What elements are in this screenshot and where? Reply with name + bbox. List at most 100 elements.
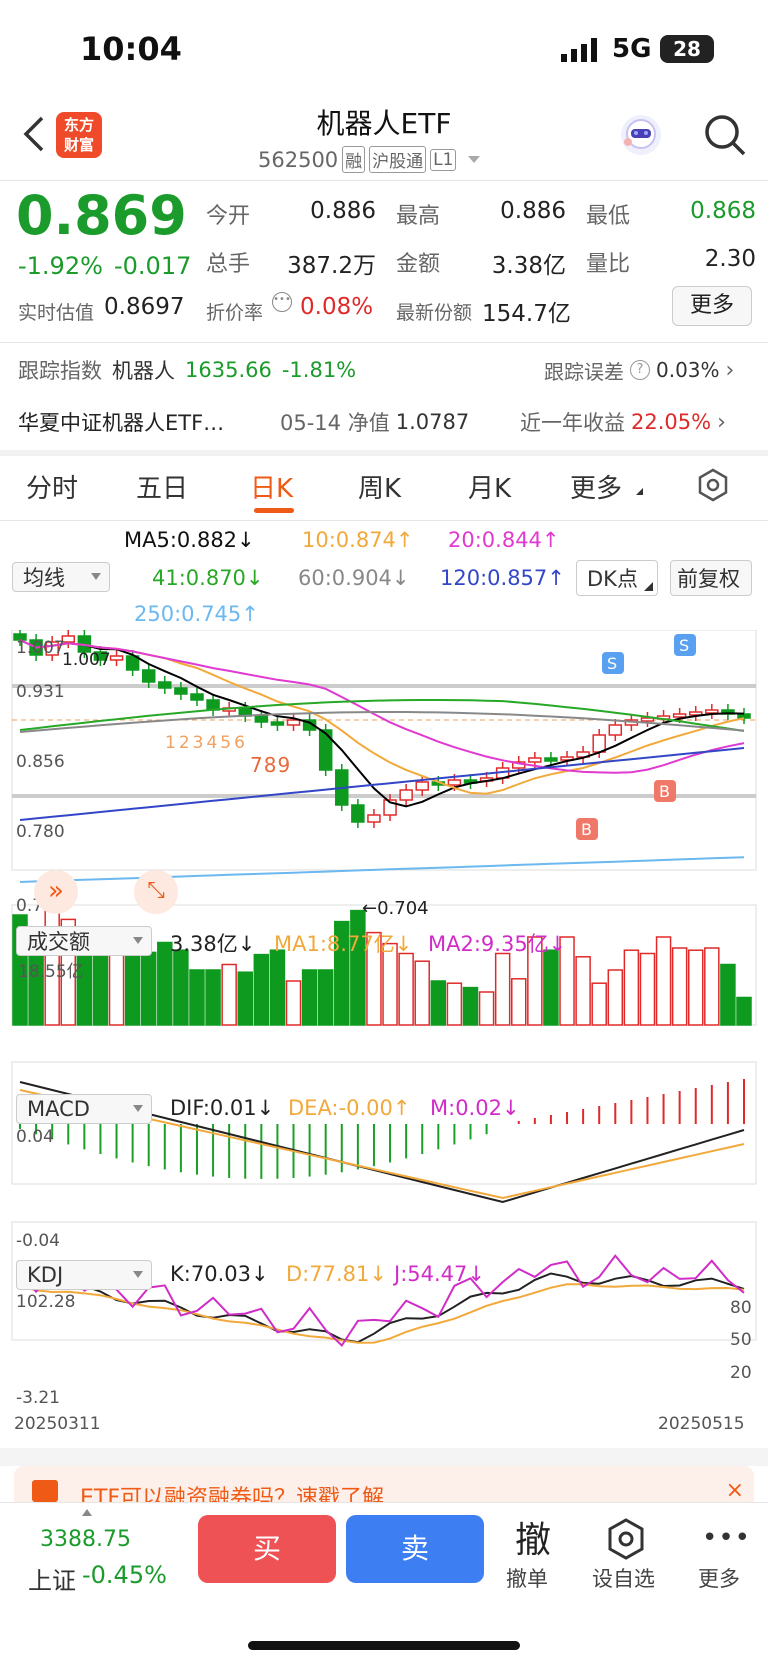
more-button[interactable]: 更多 (672, 286, 752, 326)
ma20-value: 20:0.844↑ (448, 528, 560, 552)
kdj-d-line (19, 1283, 745, 1344)
cancel-order-label[interactable]: 撤单 (506, 1567, 548, 1591)
candle-body (254, 715, 269, 723)
kdj-k: K:70.03↓ (170, 1262, 269, 1286)
sell-button[interactable]: 卖 (346, 1515, 484, 1583)
buy-button[interactable]: 买 (198, 1515, 336, 1583)
fund-return-row[interactable]: 近一年收益 22.05% › (520, 404, 726, 440)
candle-body (190, 693, 204, 701)
cancel-order-icon[interactable]: 撤 (514, 1520, 551, 1561)
candle-body (93, 651, 108, 661)
volume-select[interactable]: 成交额 (16, 926, 152, 956)
sell-signal-marker (674, 634, 696, 656)
sell-signal-label: S (679, 636, 689, 655)
volume-bar (720, 963, 736, 1026)
volume-bar (655, 936, 672, 1026)
more-label[interactable]: 更多 (698, 1567, 740, 1591)
candle-body (318, 729, 333, 771)
ma-select[interactable]: 均线 (12, 562, 110, 592)
buy-signal-marker (654, 780, 676, 802)
volume-bar (366, 931, 382, 1026)
tab-daily-k[interactable]: 日K (250, 474, 294, 504)
dk-point-button[interactable]: DK点 (576, 560, 658, 596)
tab-more[interactable]: 更多 (570, 474, 623, 504)
ma41-line (19, 699, 745, 732)
premium-value: 0.08% (300, 294, 374, 320)
candle-body (415, 781, 429, 791)
index-value[interactable]: 3388.75 (40, 1527, 131, 1552)
chevron-right-icon: › (725, 357, 735, 383)
home-indicator (248, 1641, 520, 1650)
add-watchlist-icon[interactable] (604, 1517, 648, 1561)
price-panel-frame (11, 630, 757, 871)
price-high-mark: 1.007 (62, 650, 111, 670)
volume-bar (478, 991, 495, 1026)
macd-panel-frame (11, 1061, 757, 1185)
tab-five-day[interactable]: 五日 (136, 474, 189, 504)
price-axis-1: 1.007 (16, 638, 65, 658)
tab-weekly-k[interactable]: 周K (358, 474, 402, 504)
volume-bar (157, 941, 173, 1026)
macd-select[interactable]: MACD (16, 1094, 152, 1124)
current-price: 0.869 (16, 184, 187, 247)
chevron-down-icon[interactable] (468, 156, 481, 163)
macd-axis-top: 0.04 (16, 1127, 54, 1147)
volume-bar (671, 947, 688, 1026)
expand-chevrons-icon[interactable]: » (34, 870, 78, 914)
volume-bar (527, 936, 543, 1026)
volume-bar (430, 980, 447, 1026)
volume-bar (559, 936, 575, 1026)
back-icon[interactable] (18, 112, 48, 156)
stock-code: 562500 (258, 147, 339, 172)
chevron-right-icon: › (717, 409, 726, 435)
price-axis-2: 0.931 (16, 682, 65, 702)
search-icon[interactable] (702, 112, 748, 158)
volume-bar (623, 949, 640, 1026)
status-time: 10:04 (80, 30, 182, 68)
volume-bar (704, 947, 720, 1026)
volume-bar (511, 978, 527, 1026)
tab-intraday[interactable]: 分时 (26, 474, 79, 504)
add-watchlist-label[interactable]: 设自选 (592, 1567, 655, 1591)
buy-signal-label: B (581, 820, 592, 839)
candle-body (61, 635, 76, 643)
price-axis-4: 0.780 (16, 822, 65, 842)
tracking-error-row[interactable]: 跟踪误差 ? 0.03% › (544, 352, 734, 388)
candle-body (158, 681, 172, 689)
volume-value: 3.38亿↓ (170, 932, 256, 956)
volume-bar (205, 969, 221, 1026)
robot-assistant-icon[interactable] (618, 112, 664, 158)
price-axis-3: 0.856 (16, 752, 65, 772)
tag-connect: 沪股通 (369, 146, 427, 173)
promo-banner[interactable]: ETF可以融资融券吗？速戳了解 × (14, 1466, 754, 1502)
volume-bar (639, 952, 656, 1026)
tracking-error-label: 跟踪误差 (544, 359, 624, 384)
tab-monthly-k[interactable]: 月K (468, 474, 512, 504)
volume-bar (189, 969, 205, 1026)
candle-body (608, 724, 623, 736)
close-icon[interactable]: × (725, 1478, 744, 1502)
volume-bar (269, 949, 286, 1026)
settings-gear-icon[interactable] (696, 468, 730, 502)
candle-body (125, 655, 140, 671)
volume-bar (334, 920, 350, 1026)
ma5-line (19, 639, 745, 808)
kdj-select[interactable]: KDJ (16, 1260, 152, 1290)
fullscreen-arrows-icon[interactable]: ⤡ (134, 870, 178, 914)
volume-ma2: MA2:9.35亿↓ (428, 932, 567, 956)
tag-margin: 融 (342, 146, 366, 173)
help-icon[interactable]: ? (630, 360, 650, 380)
status-bar: 10:04 5G 28 (0, 0, 768, 96)
info-dots-icon[interactable]: ••• (272, 292, 292, 312)
ma60-line (19, 711, 745, 733)
tracking-row[interactable]: 跟踪指数 机器人 1635.66 -1.81% (18, 352, 356, 388)
candle-body (672, 713, 687, 718)
more-dots-icon[interactable]: ••• (702, 1523, 752, 1553)
volume-axis-max: 18.55亿 (18, 962, 84, 982)
fund-nav-label: 05-14 净值 (280, 411, 390, 435)
adjust-button[interactable]: 前复权 (670, 560, 752, 596)
fund-row[interactable]: 华夏中证机器人ETF… 05-14 净值 1.0787 (18, 404, 469, 440)
change-value: -0.017 (114, 252, 192, 280)
index-up-arrow-icon (82, 1509, 92, 1516)
